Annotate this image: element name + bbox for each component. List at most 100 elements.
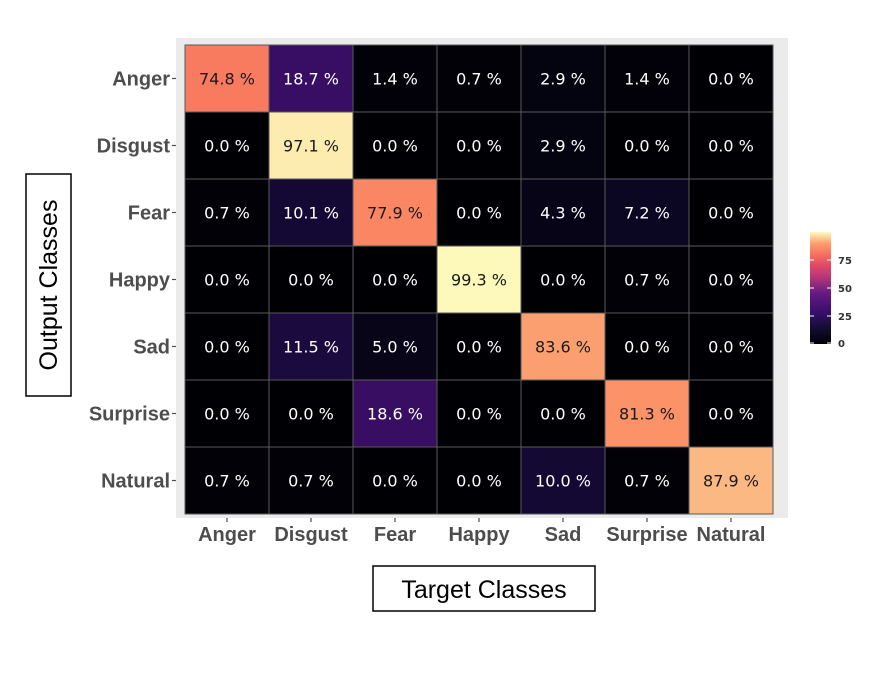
cell-value-label: 0.0 %: [624, 137, 670, 156]
x-tick-label: Natural: [697, 524, 766, 546]
heatmap-cell: [688, 312, 774, 381]
cell-value-label: 0.0 %: [708, 137, 754, 156]
x-axis-title: Target Classes: [401, 576, 566, 604]
cell-value-label: 83.6 %: [535, 338, 591, 357]
colorbar-gradient: [810, 232, 831, 344]
cell-value-label: 81.3 %: [619, 405, 675, 424]
heatmap-cell: [436, 245, 522, 314]
cell-value-label: 0.7 %: [204, 204, 250, 223]
cell-value-label: 97.1 %: [283, 137, 339, 156]
cell-value-label: 0.0 %: [372, 271, 418, 290]
heatmap-cell: [688, 178, 774, 247]
heatmap-cell: [520, 245, 606, 314]
cell-value-label: 0.0 %: [204, 338, 250, 357]
cell-value-label: 18.7 %: [283, 70, 339, 89]
cell-value-label: 1.4 %: [372, 70, 418, 89]
cell-value-label: 0.0 %: [708, 405, 754, 424]
cell-value-label: 77.9 %: [367, 204, 423, 223]
heatmap-cell: [520, 178, 606, 247]
cell-value-label: 0.0 %: [540, 271, 586, 290]
cell-value-label: 0.7 %: [204, 472, 250, 491]
heatmap-cell: [604, 446, 690, 515]
heatmap-cell: [520, 111, 606, 180]
cell-value-label: 7.2 %: [624, 204, 670, 223]
heatmap-cells: 74.8 % 18.7 % 1.4 % 0.7 % 2.9 % 1.4 % 0.0 % 0.0…: [184, 44, 774, 515]
x-tick-label: Disgust: [274, 524, 348, 546]
cell-value-label: 1.4 %: [624, 70, 670, 89]
heatmap-cell: [352, 44, 438, 113]
heatmap-cell: [688, 44, 774, 113]
cell-value-label: 0.0 %: [456, 472, 502, 491]
y-tick-label: Surprise: [89, 404, 170, 426]
y-axis-title-frame: [25, 173, 72, 397]
heatmap-cell: [604, 111, 690, 180]
cell-value-label: 2.9 %: [540, 70, 586, 89]
heatmap-cell: [688, 379, 774, 448]
heatmap-cell: [184, 312, 270, 381]
heatmap-cell: [352, 312, 438, 381]
cell-value-label: 87.9 %: [703, 472, 759, 491]
y-tick-label: Sad: [133, 337, 170, 359]
heatmap-cell: [184, 44, 270, 113]
x-tick-label: Anger: [198, 524, 256, 546]
x-tick-label: Fear: [374, 524, 416, 546]
y-tick-label: Anger: [112, 69, 170, 91]
y-tick-label: Natural: [101, 471, 170, 493]
heatmap-cell: [352, 178, 438, 247]
heatmap-cell: [184, 446, 270, 515]
x-axis-title-frame: [372, 565, 596, 612]
cell-value-label: 0.0 %: [456, 204, 502, 223]
cell-value-label: 0.0 %: [708, 338, 754, 357]
colorbar-tick-label: 0: [838, 339, 845, 350]
x-tick-label: Happy: [448, 524, 510, 546]
heatmap-cell: [184, 178, 270, 247]
cell-value-label: 0.0 %: [204, 271, 250, 290]
y-axis-title-box: Output Classes: [25, 173, 72, 397]
heatmap-cell: [268, 245, 354, 314]
x-tick-labels: Anger Disgust Fear Happy Sad Surprise Natural: [198, 518, 765, 546]
heatmap-cell: [688, 446, 774, 515]
cell-value-label: 0.0 %: [456, 338, 502, 357]
heatmap-cell: [268, 312, 354, 381]
cell-value-label: 0.0 %: [372, 472, 418, 491]
heatmap-cell: [604, 379, 690, 448]
cell-value-label: 0.0 %: [204, 137, 250, 156]
cell-value-label: 74.8 %: [199, 70, 255, 89]
y-axis-title: Output Classes: [35, 200, 63, 371]
y-tick-label: Disgust: [97, 136, 171, 158]
cell-value-label: 4.3 %: [540, 204, 586, 223]
heatmap-cell: [688, 245, 774, 314]
heatmap-cell: [352, 111, 438, 180]
cell-value-label: 0.0 %: [624, 338, 670, 357]
heatmap-cell: [352, 379, 438, 448]
cell-value-label: 0.0 %: [708, 70, 754, 89]
heatmap-cell: [184, 379, 270, 448]
cell-value-label: 0.0 %: [540, 405, 586, 424]
y-tick-label: Happy: [109, 270, 171, 292]
heatmap-cell: [436, 178, 522, 247]
cell-value-label: 0.7 %: [624, 271, 670, 290]
heatmap-cell: [184, 245, 270, 314]
cell-value-label: 0.0 %: [456, 137, 502, 156]
y-tick-label: Fear: [128, 203, 170, 225]
cell-value-label: 18.6 %: [367, 405, 423, 424]
x-tick-label: Sad: [545, 524, 582, 546]
cell-value-label: 10.1 %: [283, 204, 339, 223]
x-axis-title-box: Target Classes: [372, 565, 596, 612]
colorbar-legend: 0 25 50 75: [810, 232, 852, 350]
heatmap-cell: [688, 111, 774, 180]
y-tick-labels: Anger Disgust Fear Happy Sad Surprise Natural: [89, 69, 176, 493]
heatmap-cell: [520, 446, 606, 515]
colorbar-tick-label: 50: [838, 284, 852, 295]
cell-value-label: 2.9 %: [540, 137, 586, 156]
colorbar-ticks: 0 25 50 75: [810, 256, 852, 350]
cell-value-label: 0.7 %: [288, 472, 334, 491]
heatmap-cell: [436, 379, 522, 448]
cell-value-label: 10.0 %: [535, 472, 591, 491]
cell-value-label: 0.0 %: [708, 271, 754, 290]
cell-value-label: 5.0 %: [372, 338, 418, 357]
cell-value-label: 0.0 %: [288, 405, 334, 424]
cell-value-label: 0.7 %: [624, 472, 670, 491]
heatmap-cell: [436, 446, 522, 515]
